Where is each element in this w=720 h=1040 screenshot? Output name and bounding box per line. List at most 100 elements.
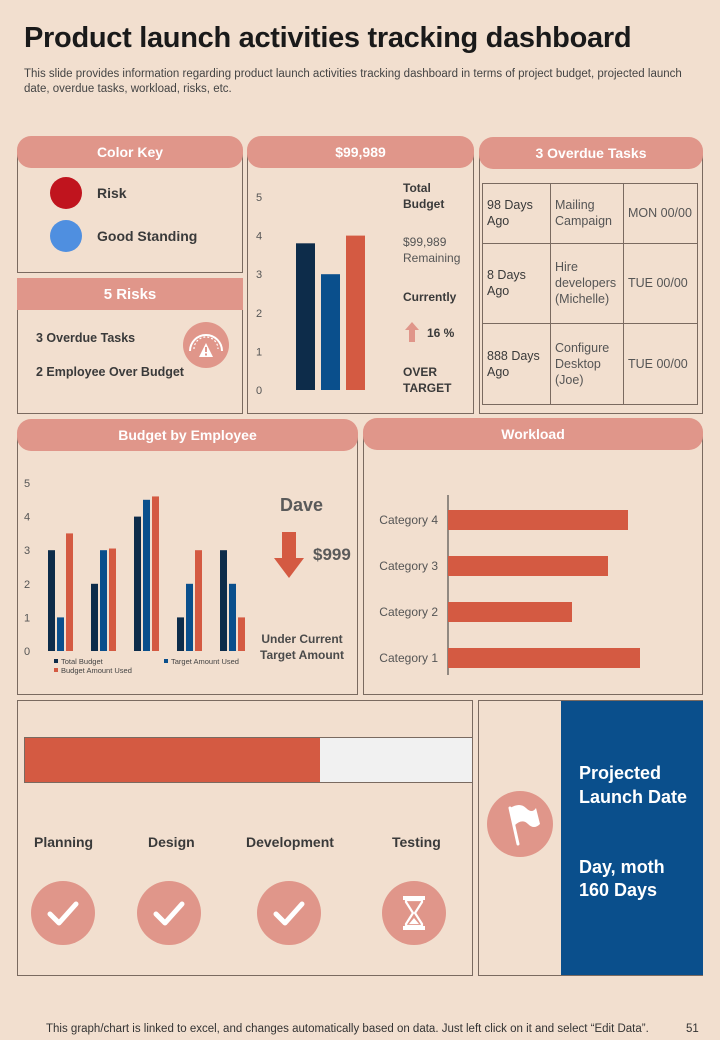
workload-bar: [448, 648, 640, 668]
employee-bar-chart: 0 1 2 3 4 5 Total Budget Target Amount Used Budg…: [24, 478, 245, 675]
workload-bar: [448, 510, 628, 530]
category-label: Category 3: [379, 559, 438, 573]
days-ago-cell: 888 Days Ago: [482, 323, 551, 405]
y-tick-label: 0: [24, 646, 30, 658]
bar-target-amount-used: [143, 499, 150, 651]
good-standing-label: Good Standing: [97, 228, 198, 244]
color-key-header: Color Key: [17, 136, 243, 168]
bar-total-budget: [48, 550, 55, 651]
phase-planning-label: Planning: [34, 834, 94, 850]
phase-design-label: Design: [148, 834, 195, 850]
task-cell: Configure Desktop (Joe): [550, 323, 624, 405]
risk-label: Risk: [97, 185, 127, 201]
launch-blue-box: [561, 701, 703, 975]
legend-swatch: [54, 659, 58, 663]
good-standing-color-swatch: [50, 220, 82, 252]
category-label: Category 4: [379, 513, 438, 527]
arrow-up-icon: [405, 322, 419, 342]
y-tick-label: 3: [24, 545, 30, 557]
risk-line-overdue: 3 Overdue Tasks: [36, 331, 136, 345]
gauge-warning-icon: [183, 322, 229, 368]
bar-budget-amount-used: [238, 617, 245, 651]
legend-swatch: [54, 668, 58, 672]
table-row: 98 Days Ago Mailing Campaign MON 00/00: [482, 183, 698, 244]
days-ago-cell: 8 Days Ago: [482, 242, 551, 325]
total-budget-label: Total Budget: [403, 181, 445, 211]
category-label: Category 1: [379, 651, 438, 665]
bar-budget-amount-used: [346, 235, 365, 390]
y-tick-label: 5: [256, 192, 262, 204]
employee-amount: $999: [313, 545, 351, 564]
check-icon: [31, 881, 95, 945]
remaining-label: $99,989 Remaining: [403, 235, 461, 265]
budget-employee-panel: [17, 435, 358, 695]
task-cell: Mailing Campaign: [550, 183, 624, 244]
bar-total-budget: [177, 617, 184, 651]
phase-development-label: Development: [246, 834, 334, 850]
check-icon: [137, 881, 201, 945]
bar-budget-amount-used: [66, 533, 73, 651]
workload-bar-chart: Category 4 Category 3 Category 2 Category 1: [379, 495, 640, 675]
due-cell: TUE 00/00: [623, 242, 698, 325]
page-number: 51: [686, 1023, 699, 1035]
bar-total-budget: [296, 243, 315, 390]
budget-bar-chart: 0 1 2 3 4 5: [256, 192, 365, 397]
bar-target-amount-used: [57, 617, 64, 651]
bar-total-budget: [220, 550, 227, 651]
budget-header: $99,989: [247, 136, 474, 168]
bar-target-amount-used: [186, 583, 193, 651]
bar-target-amount-used: [321, 274, 340, 390]
budget-employee-header: Budget by Employee: [17, 419, 358, 451]
arrow-down-icon: [274, 532, 304, 578]
hourglass-icon: [382, 881, 446, 945]
launch-date: Day, moth: [579, 857, 665, 877]
phase-testing-label: Testing: [392, 834, 441, 850]
overdue-header: 3 Overdue Tasks: [479, 137, 703, 169]
employee-name: Dave: [280, 495, 324, 515]
y-tick-label: 2: [256, 308, 262, 320]
due-cell: MON 00/00: [623, 183, 698, 244]
bar-budget-amount-used: [195, 550, 202, 651]
bar-target-amount-used: [229, 583, 236, 651]
due-cell: TUE 00/00: [623, 323, 698, 405]
legend-label: Budget Amount Used: [61, 666, 132, 675]
task-cell: Hire developers (Michelle): [550, 242, 624, 325]
overdue-tasks-table: 98 Days Ago Mailing Campaign MON 00/00 8…: [482, 183, 698, 405]
risks-header: 5 Risks: [17, 278, 243, 310]
currently-label: Currently: [403, 290, 457, 304]
risks-title: 5 Risks: [103, 285, 157, 303]
footer-note: This graph/chart is linked to excel, and…: [46, 1023, 649, 1035]
table-row: 8 Days Ago Hire developers (Michelle) TU…: [482, 242, 698, 325]
bar-target-amount-used: [100, 550, 107, 651]
bar-total-budget: [134, 516, 141, 651]
progress-track: [24, 737, 473, 783]
check-icon: [257, 881, 321, 945]
y-tick-label: 5: [24, 478, 30, 490]
page-subtitle: This slide provides information regardin…: [24, 68, 682, 95]
progress-fill: [25, 738, 321, 782]
launch-title: Projected Launch Date: [579, 763, 688, 807]
y-tick-label: 4: [256, 231, 262, 243]
y-tick-label: 0: [256, 385, 262, 397]
bar-budget-amount-used: [152, 496, 159, 651]
bar-total-budget: [91, 583, 98, 651]
y-tick-label: 2: [24, 579, 30, 591]
percent-value: 16 %: [427, 326, 455, 340]
workload-bar: [448, 602, 572, 622]
workload-header: Workload: [363, 418, 703, 450]
legend-label: Total Budget: [61, 657, 104, 666]
table-row: 888 Days Ago Configure Desktop (Joe) TUE…: [482, 323, 698, 405]
y-tick-label: 4: [24, 512, 30, 524]
days-ago-cell: 98 Days Ago: [482, 183, 551, 244]
workload-bar: [448, 556, 608, 576]
risk-color-swatch: [50, 177, 82, 209]
over-target-label: OVER TARGET: [403, 365, 452, 395]
y-tick-label: 1: [256, 346, 262, 358]
category-label: Category 2: [379, 605, 438, 619]
employee-note: Under Current Target Amount: [260, 632, 344, 662]
launch-days: 160 Days: [579, 880, 658, 900]
color-key-panel: [17, 152, 243, 273]
bar-budget-amount-used: [109, 548, 116, 651]
legend-label: Target Amount Used: [171, 657, 239, 666]
risk-line-budget: 2 Employee Over Budget: [36, 365, 184, 379]
